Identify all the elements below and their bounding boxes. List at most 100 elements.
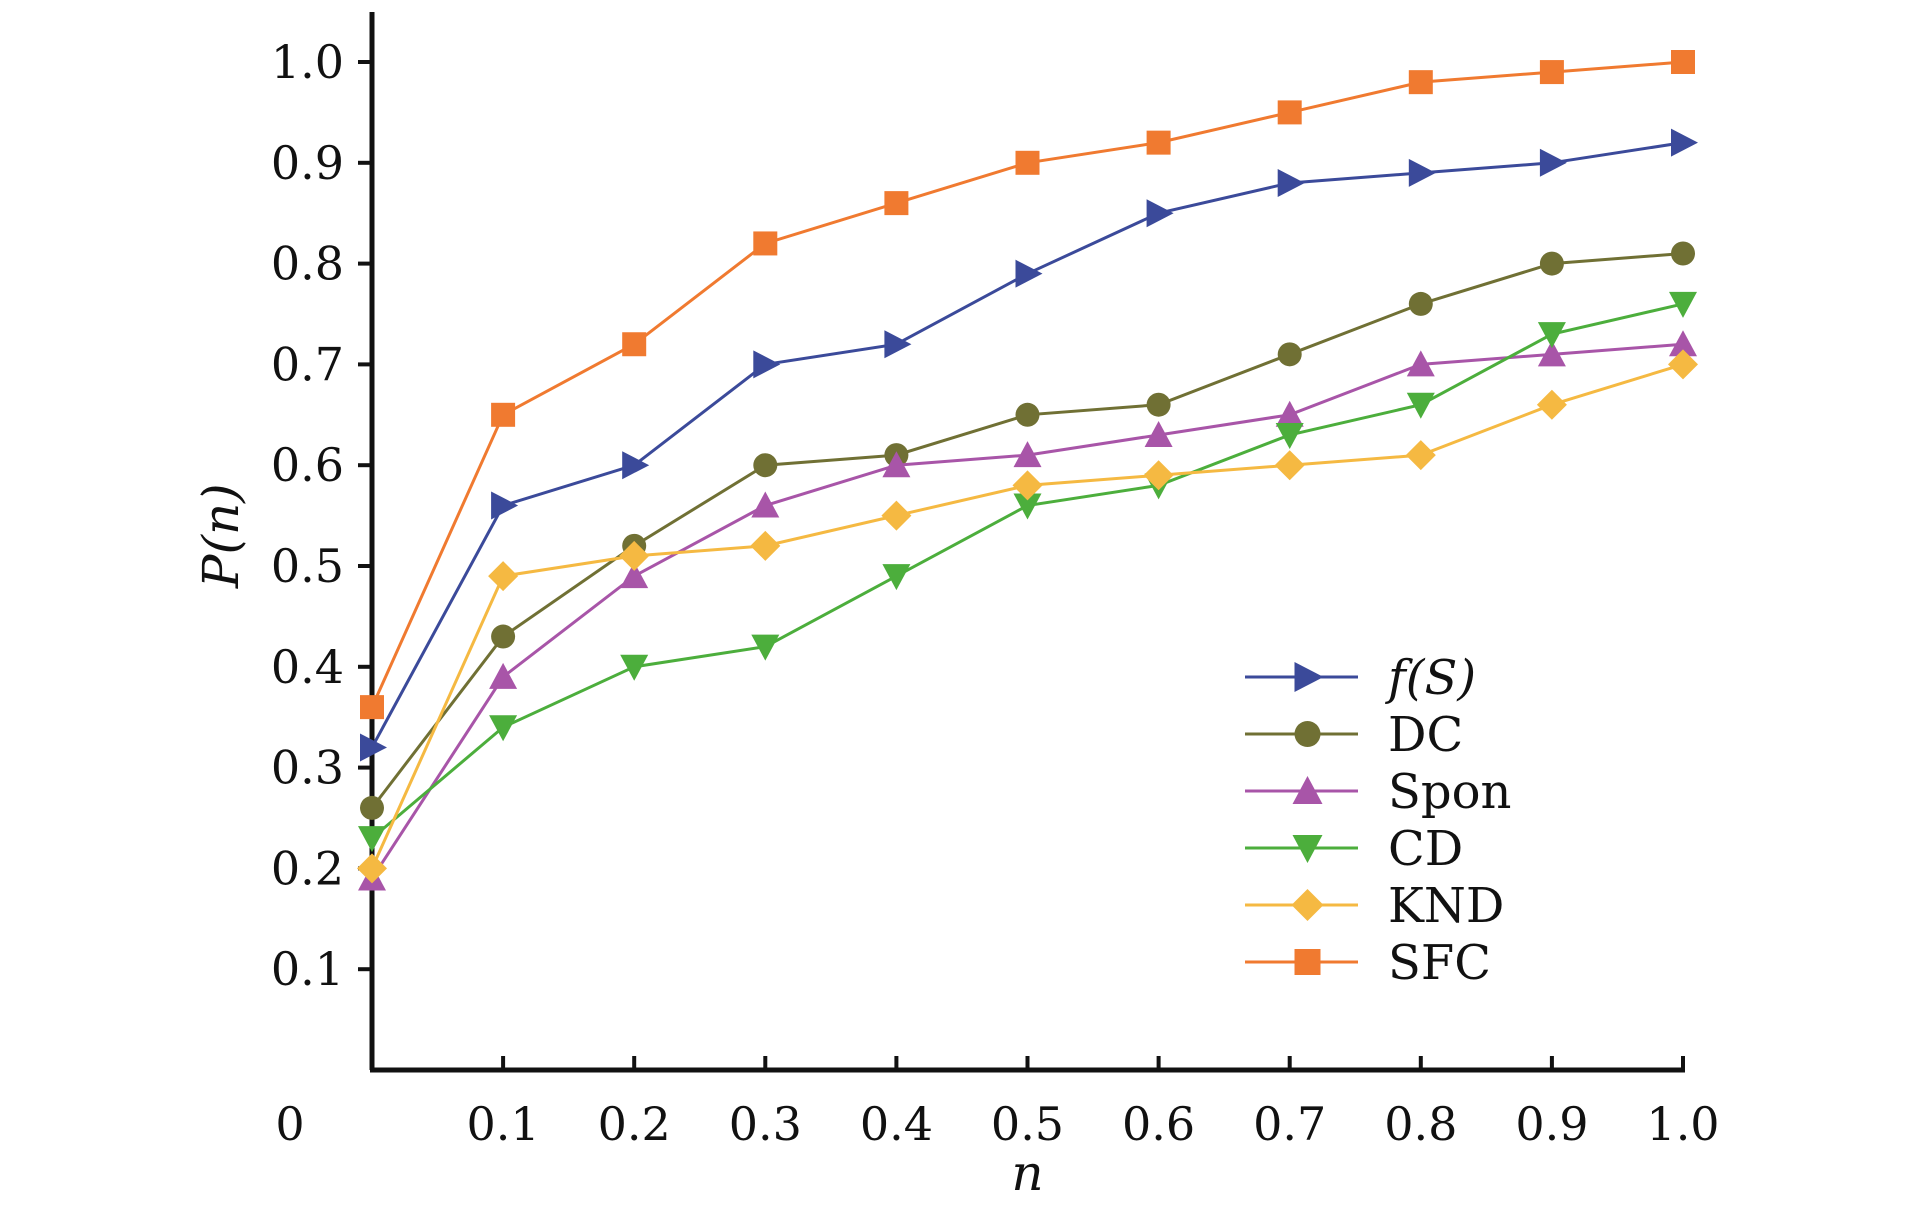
data-point xyxy=(1144,420,1173,447)
y-tick-label: 0.8 xyxy=(271,237,344,291)
data-point xyxy=(358,826,386,853)
data-point xyxy=(1146,199,1174,228)
y-tick-label: 0.4 xyxy=(271,640,344,694)
data-point xyxy=(357,853,387,884)
series-spon xyxy=(358,330,1697,891)
axes: 0.1 0.2 0.3 0.4 0.5 0.6 0.7 0.8 0.9 1.0 0 0.1 0.2 0.3… xyxy=(271,12,1720,1151)
data-point xyxy=(1013,441,1042,468)
data-point xyxy=(1292,835,1323,863)
x-tick-label: 0.5 xyxy=(991,1097,1064,1151)
x-tick-label: 1.0 xyxy=(1646,1097,1719,1151)
y-tick-label: 0.1 xyxy=(271,942,344,996)
data-point xyxy=(1015,402,1040,427)
y-tick-label: 0.9 xyxy=(271,136,344,190)
data-point xyxy=(1294,949,1321,975)
y-tick-label: 0.2 xyxy=(271,841,344,895)
series-line xyxy=(370,252,1684,809)
x-tick-label: 0.1 xyxy=(467,1097,540,1151)
x-tick-label: 0.4 xyxy=(860,1097,933,1151)
data-point xyxy=(360,795,384,820)
data-point xyxy=(360,733,387,762)
data-point xyxy=(1275,400,1304,427)
data-point xyxy=(1668,349,1698,380)
data-point xyxy=(491,624,516,649)
data-point xyxy=(1408,291,1433,316)
data-point xyxy=(1277,100,1302,125)
data-point xyxy=(753,453,778,478)
x-tick-label: 0.6 xyxy=(1122,1097,1195,1151)
y-tick-label: 0.3 xyxy=(271,741,344,795)
data-point xyxy=(750,530,781,561)
data-point xyxy=(753,350,781,379)
x-tick-label: 0.3 xyxy=(729,1097,802,1151)
x-tick-label: 0 xyxy=(275,1097,304,1151)
data-point xyxy=(491,402,516,427)
data-point xyxy=(1669,291,1697,318)
legend-entry: DC xyxy=(1245,707,1463,763)
y-tick-label: 0.7 xyxy=(271,337,344,391)
legend-entry: Spon xyxy=(1245,764,1511,820)
data-point xyxy=(619,540,650,571)
series-layer xyxy=(357,50,1698,891)
data-point xyxy=(620,654,649,681)
legend-label: CD xyxy=(1388,821,1463,877)
data-point xyxy=(1405,440,1436,471)
legend-label: f(S) xyxy=(1385,650,1476,706)
data-point xyxy=(1294,662,1324,692)
data-point xyxy=(1015,259,1043,288)
data-point xyxy=(1408,70,1433,95)
y-tick-label: 0.6 xyxy=(271,438,344,492)
x-tick-label: 0.7 xyxy=(1253,1097,1326,1151)
data-point xyxy=(489,662,518,689)
data-point xyxy=(1408,158,1436,187)
data-point xyxy=(1143,460,1174,491)
data-point xyxy=(1539,251,1564,276)
data-point xyxy=(1012,470,1043,501)
data-point xyxy=(884,191,909,216)
data-point xyxy=(881,500,912,531)
data-point xyxy=(1015,150,1040,175)
data-point xyxy=(1274,450,1305,481)
x-tick-label: 0.8 xyxy=(1384,1097,1457,1151)
series-dc xyxy=(360,241,1695,820)
data-point xyxy=(1277,168,1305,197)
data-point xyxy=(1537,340,1566,367)
data-point xyxy=(1406,392,1435,419)
data-point xyxy=(1277,342,1302,367)
data-point xyxy=(1294,721,1321,747)
data-point xyxy=(1146,130,1171,155)
legend-entry: f(S) xyxy=(1245,650,1476,706)
data-point xyxy=(1146,392,1171,417)
y-tick-label: 1.0 xyxy=(271,35,344,89)
data-point xyxy=(1537,322,1566,349)
legend-label: SFC xyxy=(1388,935,1491,991)
data-point xyxy=(882,564,911,591)
legend-label: Spon xyxy=(1388,764,1511,820)
x-axis-title: n xyxy=(1011,1144,1043,1202)
data-point xyxy=(751,491,780,518)
data-point xyxy=(1671,241,1695,266)
x-tick-label: 0.9 xyxy=(1515,1097,1588,1151)
data-point xyxy=(622,451,650,480)
data-point xyxy=(489,715,518,742)
legend-entry: SFC xyxy=(1245,935,1491,991)
y-tick-label: 0.5 xyxy=(271,539,344,593)
data-point xyxy=(491,491,519,520)
data-point xyxy=(1669,330,1697,357)
data-point xyxy=(1536,389,1567,420)
data-point xyxy=(1275,422,1304,449)
series-knd xyxy=(357,349,1698,884)
legend-entry: CD xyxy=(1245,821,1463,877)
legend-entry: KND xyxy=(1245,878,1504,934)
data-point xyxy=(1291,889,1324,921)
x-tick-label: 0.2 xyxy=(598,1097,671,1151)
series-f-s xyxy=(360,128,1698,762)
legend-label: KND xyxy=(1388,878,1504,934)
series-sfc xyxy=(360,50,1695,720)
data-point xyxy=(751,634,780,661)
data-point xyxy=(1406,350,1435,377)
data-point xyxy=(360,695,384,720)
data-point xyxy=(753,231,778,256)
